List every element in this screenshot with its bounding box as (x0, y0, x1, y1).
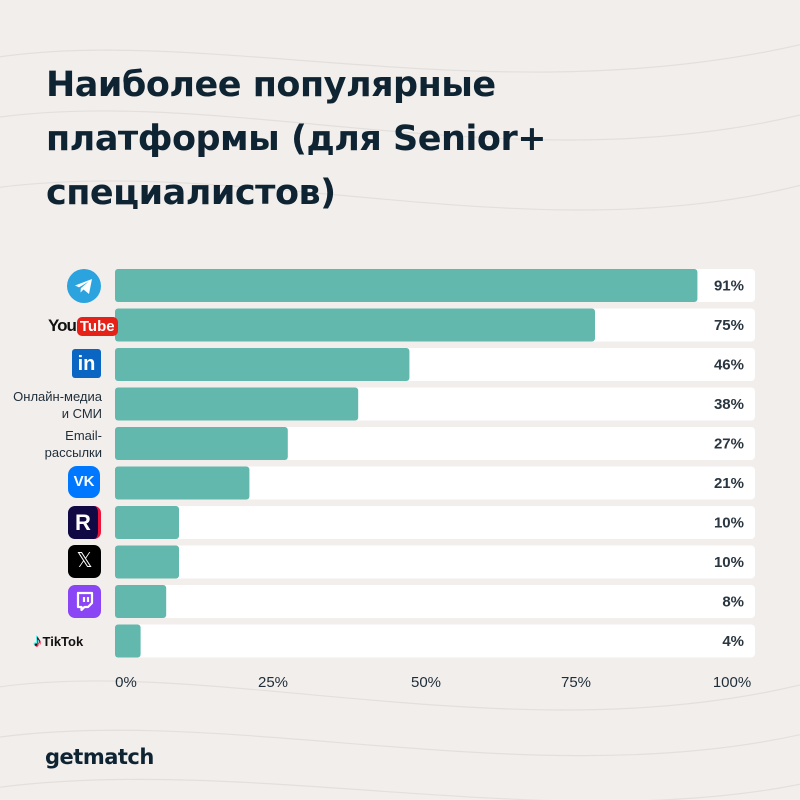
value-label: 8% (722, 594, 744, 611)
bar (115, 624, 141, 658)
x-tick-label: 25% (258, 674, 288, 691)
label-online-media-line-1: Онлайн-медиа (13, 389, 102, 404)
value-label: 91% (714, 278, 744, 295)
x-tick-label: 75% (561, 674, 591, 691)
bar-track (115, 506, 755, 539)
bar (115, 427, 288, 460)
telegram-icon (67, 269, 101, 303)
value-label: 38% (714, 396, 744, 413)
getmatch-logo: getmatch (45, 745, 154, 769)
label-online-media-line-2: и СМИ (61, 406, 102, 421)
bar (115, 387, 359, 421)
bar-track (115, 466, 755, 500)
title-line-1: Наиболее популярные (46, 65, 496, 105)
vk-icon: VK (68, 466, 100, 498)
value-label: 21% (714, 475, 744, 492)
bar-track (115, 624, 755, 658)
twitch-icon (68, 585, 101, 618)
bar (115, 269, 698, 302)
bar (115, 506, 179, 539)
value-label: 75% (714, 317, 744, 334)
x-tick-label: 100% (713, 674, 751, 691)
linkedin-icon: in (72, 349, 101, 378)
bar (115, 545, 179, 579)
tiktok-note-icon: ♪ (33, 631, 42, 650)
x-icon: 𝕏 (68, 545, 101, 578)
chart-title: Наиболее популярные платформы (для Senio… (46, 58, 746, 220)
value-label: 27% (714, 436, 744, 453)
value-label: 10% (714, 515, 744, 532)
bar (115, 348, 410, 381)
tiktok-logo: ♪ TikTok (33, 630, 83, 652)
bar (115, 466, 250, 500)
youtube-logo-you: You (48, 316, 77, 335)
youtube-logo: You Tube (48, 314, 118, 338)
bar-track (115, 585, 755, 618)
label-online-media: Онлайн-медиа и СМИ (13, 388, 102, 422)
title-line-2: платформы (для Senior+ (46, 119, 547, 159)
youtube-logo-tube: Tube (76, 316, 118, 336)
rutube-icon: R (68, 506, 101, 539)
label-email: Email- рассылки (45, 427, 102, 461)
value-label: 4% (722, 633, 744, 650)
bar-track (115, 545, 755, 579)
x-tick-label: 50% (411, 674, 441, 691)
value-label: 46% (714, 357, 744, 374)
value-label: 10% (714, 554, 744, 571)
title-line-3: специалистов) (46, 173, 336, 213)
bar (115, 585, 167, 618)
x-tick-label: 0% (115, 674, 137, 691)
tiktok-logo-text: TikTok (42, 633, 84, 649)
bar (115, 308, 595, 342)
label-email-line-1: Email- (65, 428, 102, 443)
label-email-line-2: рассылки (44, 445, 102, 460)
